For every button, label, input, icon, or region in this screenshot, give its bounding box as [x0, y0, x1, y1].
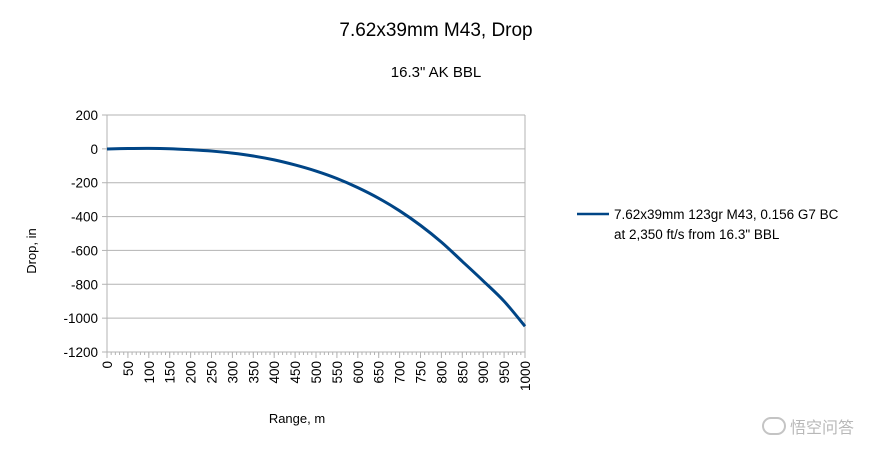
x-tick-label: 600 [351, 361, 366, 384]
legend-label-line2: at 2,350 ft/s from 16.3" BBL [614, 227, 780, 242]
series-layer [106, 146, 527, 328]
x-tick-label: 250 [205, 361, 220, 384]
legend: 7.62x39mm 123gr M43, 0.156 G7 BC at 2,35… [577, 207, 839, 242]
x-tick-label: 850 [455, 361, 470, 384]
x-tick-label: 500 [309, 361, 324, 384]
watermark-logo-icon [761, 417, 786, 435]
x-tick-label: 50 [121, 361, 136, 376]
watermark-text: 悟空问答 [789, 420, 854, 437]
x-tick-label: 350 [246, 361, 261, 384]
y-tick-label: -1000 [63, 311, 98, 326]
x-tick-label: 100 [142, 361, 157, 384]
y-tick-label: -600 [71, 243, 98, 258]
y-tick-label: -1200 [63, 345, 98, 360]
x-tick-label: 950 [497, 361, 512, 384]
y-tick-label: 0 [90, 142, 98, 157]
x-axis-label: Range, m [269, 411, 325, 426]
series-line [106, 146, 527, 328]
x-tick-label: 900 [476, 361, 491, 384]
x-tick-label: 1000 [518, 361, 533, 391]
x-tick-label: 550 [330, 361, 345, 384]
y-axis-label: Drop, in [24, 228, 39, 274]
watermark: 悟空问答 [761, 414, 854, 438]
x-tick-label: 750 [414, 361, 429, 384]
x-tick-label: 400 [267, 361, 282, 384]
chart-subtitle: 16.3" AK BBL [390, 64, 482, 81]
chart-title: 7.62x39mm M43, Drop [339, 20, 533, 41]
y-tick-label: -800 [71, 277, 98, 292]
x-tick-label: 650 [372, 361, 387, 384]
x-tick-label: 0 [100, 361, 115, 369]
legend-label-line1: 7.62x39mm 123gr M43, 0.156 G7 BC [614, 207, 839, 222]
x-tick-label: 300 [225, 361, 240, 384]
x-tick-label: 150 [163, 361, 178, 384]
y-tick-label: -400 [71, 210, 98, 225]
x-tick-label: 700 [393, 361, 408, 384]
grid-lines [106, 114, 526, 353]
x-tick-label: 450 [288, 361, 303, 384]
x-tick-label: 800 [434, 361, 449, 384]
x-tick-label: 200 [184, 361, 199, 384]
y-tick-label: 200 [75, 108, 98, 123]
y-tick-label: -200 [71, 176, 98, 191]
